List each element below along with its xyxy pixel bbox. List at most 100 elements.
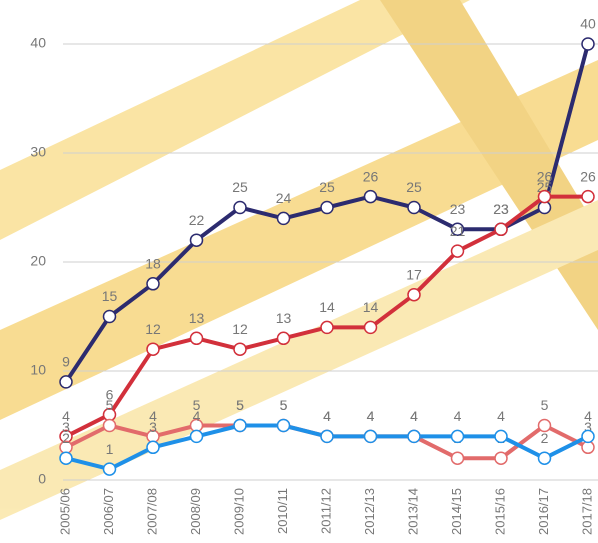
x-tick-label: 2015/16 <box>492 488 507 535</box>
data-label: 13 <box>276 310 292 326</box>
data-label: 15 <box>102 288 118 304</box>
data-point <box>276 211 291 226</box>
data-point <box>537 418 552 433</box>
data-point <box>233 200 247 215</box>
data-point <box>450 222 465 237</box>
data-point <box>494 451 508 465</box>
data-label: 14 <box>363 299 379 315</box>
data-point <box>146 277 160 291</box>
data-label: 3 <box>62 419 70 435</box>
data-point <box>59 451 73 465</box>
y-tick-label: 40 <box>30 35 46 51</box>
data-label: 40 <box>580 16 596 32</box>
y-tick-label: 10 <box>30 362 46 378</box>
data-label: 17 <box>406 266 422 282</box>
data-point <box>276 331 291 346</box>
data-label: 26 <box>363 168 379 184</box>
stripe <box>0 0 470 240</box>
data-label: 25 <box>406 179 422 195</box>
x-tick-label: 2007/08 <box>144 488 159 535</box>
data-point <box>102 462 117 476</box>
data-point <box>320 320 334 335</box>
data-label: 2 <box>62 430 70 446</box>
data-point <box>537 451 552 465</box>
x-tick-label: 2005/06 <box>57 488 72 535</box>
data-label: 26 <box>580 168 596 184</box>
data-label: 25 <box>319 179 335 195</box>
data-point <box>320 200 334 215</box>
data-label: 23 <box>450 201 466 217</box>
data-label: 5 <box>236 397 244 413</box>
x-tick-label: 2008/09 <box>188 488 203 535</box>
data-label: 1 <box>106 441 114 457</box>
data-label: 6 <box>106 386 114 402</box>
data-point <box>59 375 73 389</box>
x-tick-label: 2013/14 <box>405 488 420 535</box>
data-point <box>450 244 465 258</box>
data-label: 5 <box>541 397 549 413</box>
data-point <box>494 222 508 237</box>
x-tick-label: 2006/07 <box>101 488 116 535</box>
data-point <box>581 37 595 51</box>
data-point <box>363 189 378 204</box>
data-point <box>407 200 421 215</box>
data-point <box>233 342 247 356</box>
data-label: 24 <box>276 190 292 206</box>
data-label: 23 <box>493 201 509 217</box>
y-tick-label: 0 <box>38 471 46 487</box>
data-label: 5 <box>280 397 288 413</box>
data-label: 14 <box>319 299 335 315</box>
data-point <box>276 418 291 433</box>
data-label: 18 <box>145 256 161 272</box>
data-point <box>146 440 160 455</box>
x-tick-label: 2012/13 <box>362 488 377 535</box>
data-point <box>363 429 378 444</box>
data-point <box>363 320 378 335</box>
data-point <box>102 309 117 324</box>
data-label: 4 <box>497 408 505 424</box>
data-point <box>407 287 421 302</box>
data-label: 4 <box>584 408 592 424</box>
y-tick-label: 30 <box>30 144 46 160</box>
data-label: 22 <box>189 212 205 228</box>
data-point <box>537 189 552 204</box>
data-label: 4 <box>149 408 157 424</box>
data-label: 12 <box>232 321 248 337</box>
data-label: 4 <box>323 408 331 424</box>
data-point <box>450 429 465 444</box>
data-label: 12 <box>145 321 161 337</box>
data-label: 2 <box>541 430 549 446</box>
data-label: 25 <box>232 179 248 195</box>
data-point <box>146 342 160 356</box>
data-point <box>450 451 465 465</box>
data-point <box>494 429 508 444</box>
data-label: 4 <box>367 408 375 424</box>
data-label: 4 <box>323 408 331 424</box>
data-label: 4 <box>367 408 375 424</box>
data-label: 5 <box>106 397 114 413</box>
stripe <box>0 60 598 420</box>
data-point <box>407 429 421 444</box>
data-label: 26 <box>537 168 553 184</box>
data-point <box>102 418 117 433</box>
x-tick-label: 2017/18 <box>579 488 594 535</box>
data-label: 4 <box>410 408 418 424</box>
data-point <box>581 429 595 444</box>
data-label: 5 <box>193 397 201 413</box>
data-label: 5 <box>236 397 244 413</box>
data-point <box>581 189 595 204</box>
data-label: 4 <box>410 408 418 424</box>
data-label: 23 <box>493 201 509 217</box>
data-label: 13 <box>189 310 205 326</box>
x-tick-label: 2010/11 <box>275 488 290 534</box>
data-label: 9 <box>62 354 70 370</box>
data-label: 21 <box>450 223 466 239</box>
data-point <box>189 429 204 444</box>
data-point <box>189 331 204 346</box>
data-point <box>189 233 204 247</box>
data-label: 3 <box>584 419 592 435</box>
data-point <box>233 418 247 433</box>
x-tick-label: 2016/17 <box>536 488 551 535</box>
y-tick-label: 20 <box>30 253 46 269</box>
